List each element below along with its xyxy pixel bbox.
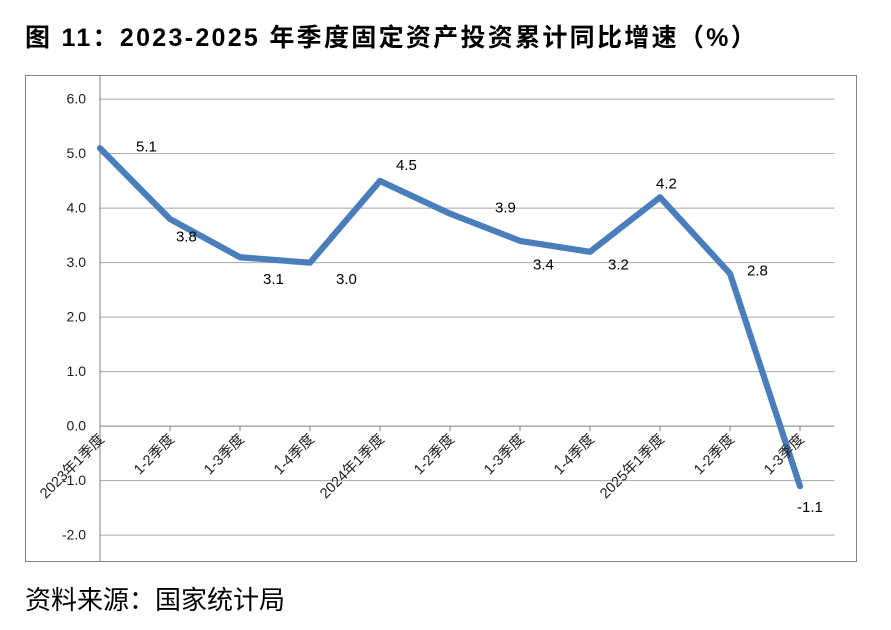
svg-text:3.9: 3.9 bbox=[495, 200, 516, 217]
svg-text:1-3季度: 1-3季度 bbox=[200, 431, 247, 478]
svg-text:1-2季度: 1-2季度 bbox=[130, 431, 177, 478]
svg-text:5.1: 5.1 bbox=[136, 139, 157, 156]
svg-text:1-4季度: 1-4季度 bbox=[550, 431, 597, 478]
svg-text:-2.0: -2.0 bbox=[62, 527, 86, 543]
svg-text:2023年1季度: 2023年1季度 bbox=[37, 431, 108, 502]
svg-text:2024年1季度: 2024年1季度 bbox=[317, 431, 388, 502]
svg-text:1-3季度: 1-3季度 bbox=[480, 431, 527, 478]
svg-text:2025年1季度: 2025年1季度 bbox=[597, 431, 668, 502]
svg-text:1-2季度: 1-2季度 bbox=[690, 431, 737, 478]
svg-text:4.2: 4.2 bbox=[656, 175, 677, 192]
svg-text:3.0: 3.0 bbox=[336, 271, 357, 288]
svg-text:-1.1: -1.1 bbox=[797, 499, 823, 516]
svg-text:1-4季度: 1-4季度 bbox=[270, 431, 317, 478]
svg-text:4.5: 4.5 bbox=[396, 157, 417, 174]
svg-text:4.0: 4.0 bbox=[67, 200, 87, 216]
svg-text:5.0: 5.0 bbox=[67, 145, 87, 161]
svg-text:2.8: 2.8 bbox=[747, 263, 768, 280]
svg-text:3.2: 3.2 bbox=[608, 256, 629, 273]
svg-text:3.8: 3.8 bbox=[176, 229, 197, 246]
svg-text:3.0: 3.0 bbox=[67, 254, 87, 270]
svg-text:2.0: 2.0 bbox=[67, 309, 87, 325]
svg-text:3.4: 3.4 bbox=[533, 256, 554, 273]
svg-text:1.0: 1.0 bbox=[67, 363, 87, 379]
svg-text:6.0: 6.0 bbox=[67, 91, 87, 107]
svg-text:0.0: 0.0 bbox=[67, 418, 87, 434]
svg-text:3.1: 3.1 bbox=[263, 271, 284, 288]
svg-text:1-2季度: 1-2季度 bbox=[410, 431, 457, 478]
